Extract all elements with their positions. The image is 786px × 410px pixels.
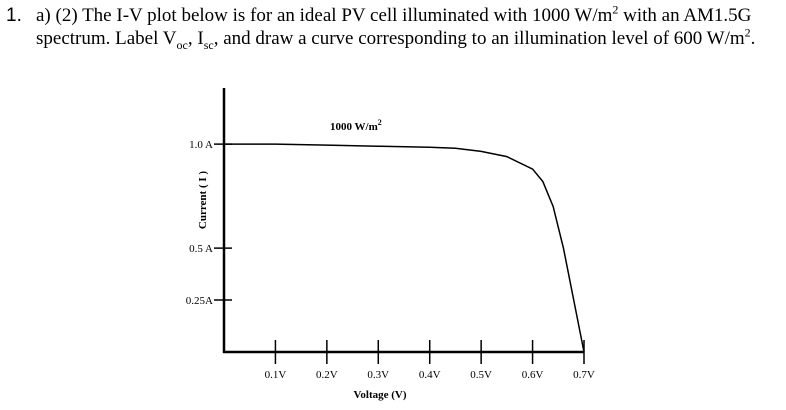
text: a) (2) The I-V plot below is for an idea… (36, 5, 613, 26)
text: , I (187, 28, 204, 49)
annotation-sup: 2 (378, 118, 382, 127)
question-number: 1. (6, 5, 22, 26)
annotation: 1000 W/m2 (330, 118, 382, 133)
x-tick-label: 0.5V (470, 369, 492, 381)
sup: 2 (612, 2, 619, 17)
iv-curve (224, 143, 585, 353)
x-tick-label: 0.2V (316, 369, 338, 381)
text: with an AM1.5G spectrum. Label V (36, 5, 752, 49)
y-tick-label: 1.0 A (189, 139, 213, 151)
text: . (750, 28, 756, 49)
sub: oc (176, 37, 188, 52)
sup: 2 (744, 25, 751, 40)
question: 1. a) (2) The I-V plot below is for an i… (6, 2, 776, 52)
sub: sc (203, 37, 214, 52)
x-tick-label: 0.3V (367, 369, 389, 381)
y-axis-label: Current ( I ) (197, 171, 209, 229)
text: , and draw a curve corresponding to an i… (213, 28, 745, 49)
x-tick-label: 0.7V (573, 369, 595, 381)
y-tick-label: 0.5 A (189, 243, 213, 255)
x-tick-label: 0.1V (265, 369, 287, 381)
annotation-text: 1000 W/m (330, 121, 378, 133)
x-axis-label: Voltage (V) (353, 389, 406, 401)
x-tick-label: 0.4V (419, 369, 441, 381)
question-text: a) (2) The I-V plot below is for an idea… (36, 2, 776, 52)
y-tick-label: 0.25A (186, 295, 213, 307)
x-tick-label: 0.6V (522, 369, 544, 381)
